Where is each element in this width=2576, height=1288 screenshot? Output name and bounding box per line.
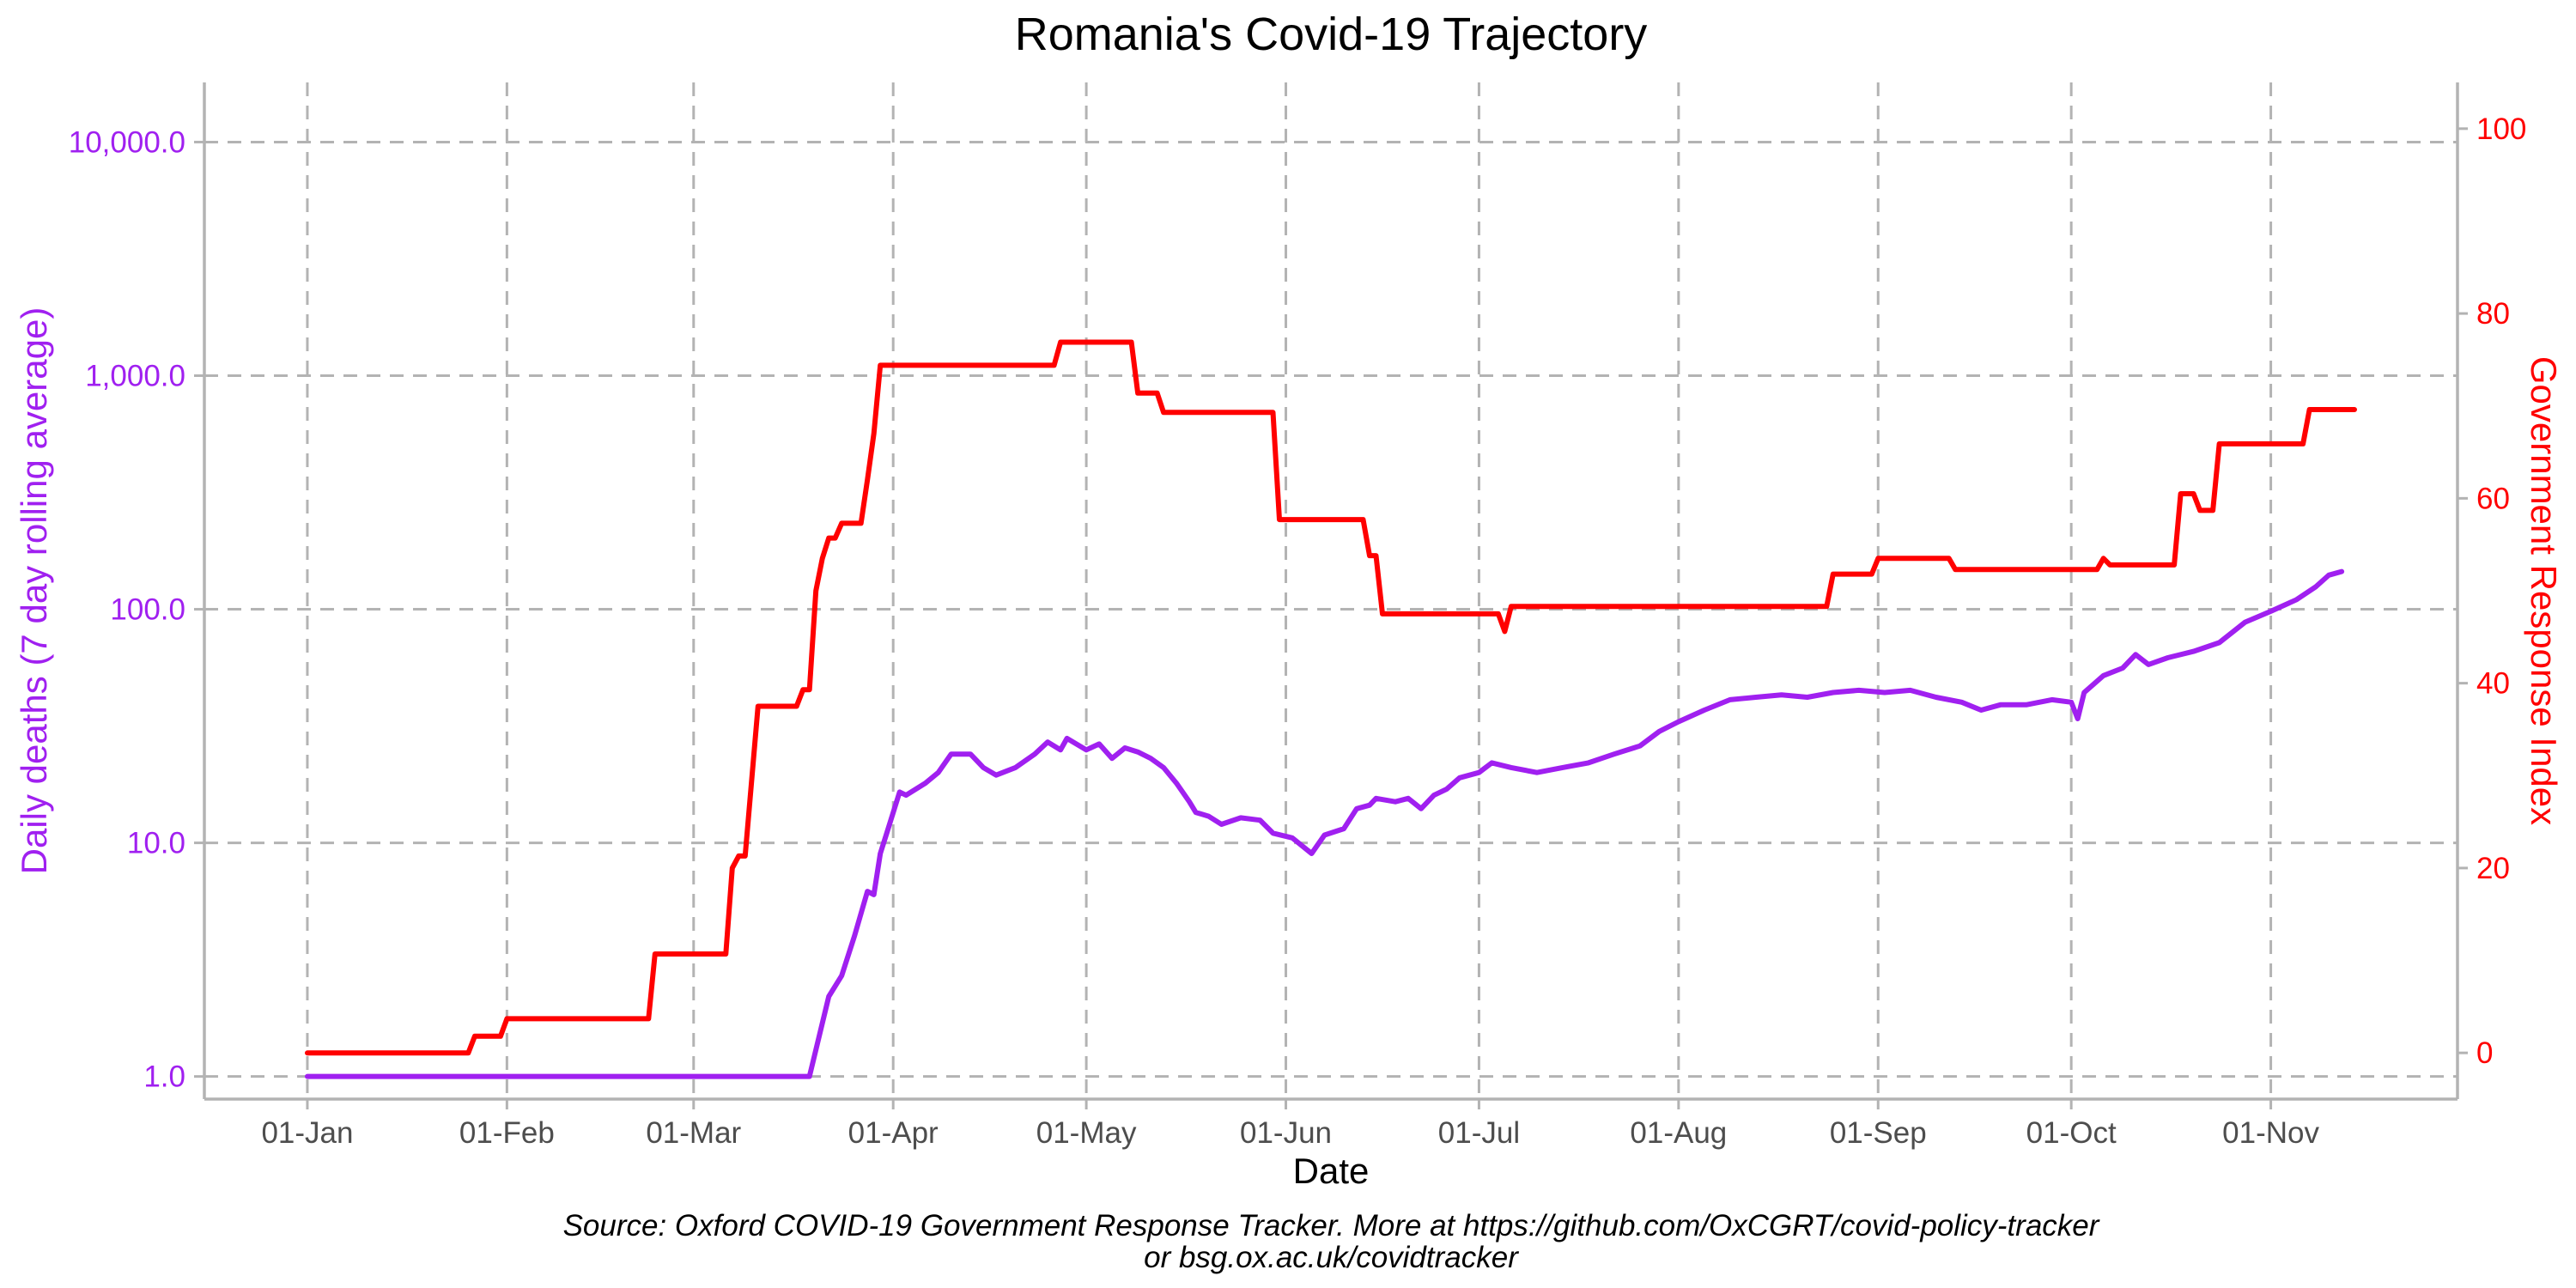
x-tick-label: 01-Jul <box>1438 1116 1520 1150</box>
x-tick-label: 01-Feb <box>459 1116 555 1150</box>
y-left-tick-label: 1,000.0 <box>85 359 185 392</box>
tick-labels: 01-Jan 01-Feb 01-Mar 01-Apr 01-May 01-Jun 01-J… <box>69 112 2527 1150</box>
y-right-tick-label: 40 <box>2476 667 2510 701</box>
x-axis-title: Date <box>1293 1151 1370 1191</box>
y-left-tick-label: 10.0 <box>127 827 185 860</box>
chart-title: Romania's Covid-19 Trajectory <box>1015 9 1648 60</box>
x-tick-label: 01-Aug <box>1630 1116 1727 1150</box>
y-right-tick-label: 80 <box>2476 297 2510 331</box>
gridlines <box>204 82 2458 1099</box>
y-left-tick-label: 10,000.0 <box>69 125 185 159</box>
y-right-tick-label: 20 <box>2476 852 2510 885</box>
y-right-tick-label: 60 <box>2476 482 2510 515</box>
y-left-tick-label: 1.0 <box>143 1060 185 1094</box>
x-tick-label: 01-Jan <box>261 1116 353 1150</box>
y-left-axis-title: Daily deaths (7 day rolling average) <box>14 307 54 875</box>
x-tick-label: 01-Sep <box>1830 1116 1927 1150</box>
y-right-tick-label: 100 <box>2476 112 2526 146</box>
y-left-tick-label: 100.0 <box>110 593 185 627</box>
x-tick-label: 01-May <box>1036 1116 1137 1150</box>
x-tick-label: 01-Apr <box>848 1116 939 1150</box>
axes <box>194 82 2468 1109</box>
series-line-deaths <box>305 568 2345 1079</box>
caption-line-2: or bsg.ox.ac.uk/covidtracker <box>1144 1241 1519 1274</box>
series <box>305 339 2357 1079</box>
x-tick-label: 01-Nov <box>2222 1116 2319 1150</box>
y-right-tick-label: 0 <box>2476 1036 2493 1070</box>
y-right-axis-title: Government Response Index <box>2524 356 2564 825</box>
x-tick-label: 01-Oct <box>2026 1116 2117 1150</box>
x-tick-label: 01-Jun <box>1240 1116 1332 1150</box>
caption-line-1: Source: Oxford COVID-19 Government Respo… <box>563 1209 2100 1242</box>
x-tick-label: 01-Mar <box>646 1116 741 1150</box>
series-line-index <box>305 339 2357 1056</box>
